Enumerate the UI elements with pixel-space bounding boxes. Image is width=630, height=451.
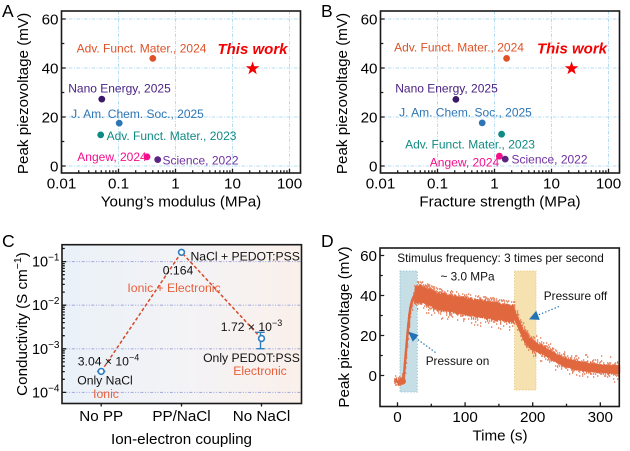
svg-text:Fracture strength (MPa): Fracture strength (MPa) [419, 194, 580, 211]
svg-text:Adv. Funct. Mater., 2024: Adv. Funct. Mater., 2024 [77, 41, 207, 55]
svg-text:Electronic: Electronic [233, 364, 287, 378]
svg-text:Only PEDOT:PSS: Only PEDOT:PSS [203, 351, 300, 365]
svg-text:100: 100 [452, 409, 477, 426]
svg-text:Adv. Funct. Mater., 2023: Adv. Funct. Mater., 2023 [107, 129, 237, 143]
svg-text:No NaCl: No NaCl [233, 408, 290, 425]
svg-text:No PP: No PP [79, 408, 123, 425]
svg-text:100: 100 [596, 176, 621, 193]
svg-text:Adv. Funct. Mater., 2023: Adv. Funct. Mater., 2023 [405, 138, 535, 152]
svg-text:Nano Energy, 2025: Nano Energy, 2025 [68, 82, 171, 96]
svg-text:Only NaCl: Only NaCl [77, 374, 133, 388]
svg-text:Pressure on: Pressure on [426, 354, 490, 368]
svg-text:This work: This work [537, 41, 608, 58]
svg-text:0: 0 [369, 158, 377, 175]
svg-text:3.04 × 10−4: 3.04 × 10−4 [78, 353, 139, 369]
svg-text:Adv. Funct. Mater., 2024: Adv. Funct. Mater., 2024 [394, 41, 524, 55]
svg-text:Angew, 2024: Angew, 2024 [77, 150, 147, 164]
svg-text:40: 40 [42, 60, 59, 77]
svg-text:40: 40 [360, 288, 377, 305]
svg-text:20: 20 [361, 109, 378, 126]
svg-text:C: C [2, 231, 15, 251]
svg-text:300: 300 [588, 409, 613, 426]
svg-text:Science, 2022: Science, 2022 [162, 154, 238, 168]
svg-text:0.164: 0.164 [163, 264, 194, 278]
svg-text:Peak piezovoltage (mV): Peak piezovoltage (mV) [334, 13, 351, 174]
svg-text:Angew, 2024: Angew, 2024 [430, 156, 500, 170]
svg-text:This work: This work [217, 41, 288, 58]
svg-text:B: B [321, 1, 333, 21]
svg-text:0.01: 0.01 [47, 176, 77, 193]
svg-text:Stimulus frequency: 3 times pe: Stimulus frequency: 3 times per second [397, 251, 604, 265]
svg-text:J. Am. Chem. Soc., 2025: J. Am. Chem. Soc., 2025 [71, 107, 204, 121]
svg-text:0: 0 [50, 158, 58, 175]
svg-text:Ion-electron coupling: Ion-electron coupling [111, 431, 252, 448]
svg-text:J. Am. Chem. Soc., 2025: J. Am. Chem. Soc., 2025 [399, 106, 532, 120]
svg-text:Young’s modulus (MPa): Young’s modulus (MPa) [101, 194, 261, 211]
svg-text:60: 60 [361, 11, 378, 28]
svg-text:10: 10 [543, 176, 560, 193]
svg-text:Pressure off: Pressure off [544, 289, 608, 303]
svg-text:0.01: 0.01 [366, 176, 396, 193]
svg-text:D: D [321, 231, 334, 251]
svg-text:200: 200 [520, 409, 545, 426]
svg-text:10: 10 [224, 176, 241, 193]
svg-text:20: 20 [42, 109, 59, 126]
svg-text:NaCl + PEDOT:PSS: NaCl + PEDOT:PSS [191, 249, 300, 263]
svg-text:100: 100 [277, 176, 302, 193]
svg-text:1: 1 [171, 176, 179, 193]
svg-text:Ionic: Ionic [93, 387, 119, 401]
svg-text:Science, 2022: Science, 2022 [511, 153, 587, 167]
svg-text:~ 3.0 MPa: ~ 3.0 MPa [440, 270, 495, 284]
svg-text:60: 60 [42, 11, 59, 28]
svg-text:A: A [2, 1, 14, 21]
svg-text:0: 0 [393, 409, 401, 426]
svg-text:Peak piezovoltage (mV): Peak piezovoltage (mV) [336, 246, 353, 407]
svg-text:PP/NaCl: PP/NaCl [152, 408, 210, 425]
svg-text:20: 20 [360, 328, 377, 345]
svg-text:0.1: 0.1 [108, 176, 129, 193]
svg-text:Nano Energy, 2025: Nano Energy, 2025 [395, 81, 498, 95]
svg-text:0.1: 0.1 [427, 176, 448, 193]
svg-text:Conductivity (S cm−1): Conductivity (S cm−1) [12, 252, 31, 396]
svg-text:60: 60 [360, 248, 377, 265]
svg-text:0: 0 [369, 368, 377, 385]
svg-text:Peak piezovoltage (mV): Peak piezovoltage (mV) [15, 13, 32, 174]
svg-text:40: 40 [361, 60, 378, 77]
svg-text:Ionic + Electronic: Ionic + Electronic [127, 281, 220, 295]
svg-text:1: 1 [490, 176, 498, 193]
svg-text:1.72 × 10−3: 1.72 × 10−3 [221, 318, 282, 334]
svg-text:Time (s): Time (s) [472, 428, 527, 445]
